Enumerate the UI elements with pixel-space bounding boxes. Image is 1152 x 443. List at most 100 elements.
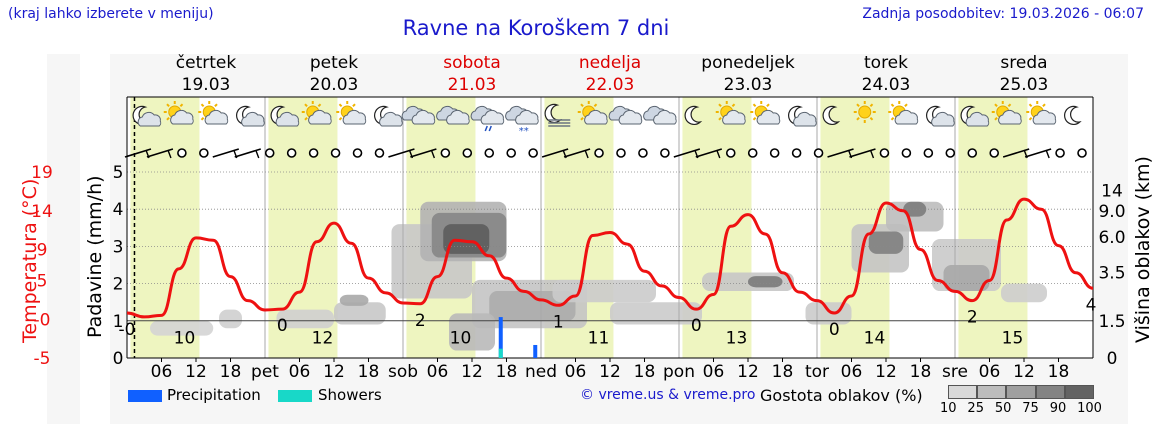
wind-barb-flag [255, 149, 260, 159]
moon-cloud-icon [132, 105, 162, 127]
cloud-shape [275, 111, 300, 127]
cloud-density-area [552, 279, 656, 303]
cloud-shape [308, 109, 332, 125]
day-date: 24.03 [862, 75, 911, 95]
day-abbr-label: sre [942, 362, 968, 382]
calm-wind-circle [660, 148, 670, 158]
sun-cloud-icon [715, 101, 746, 125]
cloud-density-area [1001, 283, 1047, 303]
sun-ray [200, 116, 205, 121]
calm-wind-circle [923, 148, 934, 158]
moon-icon [684, 105, 703, 126]
precip-tick-label: 0 [113, 349, 124, 369]
moon-cloud-icon [270, 105, 300, 127]
cloud-shape [480, 109, 505, 125]
cloud-density-area [903, 201, 927, 217]
temperature-value-label: 2 [415, 311, 426, 331]
sun-ray [214, 103, 218, 108]
calm-wind-circle [352, 148, 363, 158]
cloud-icon [401, 105, 436, 125]
sun-ray [856, 103, 860, 108]
day-name: sreda [1000, 53, 1047, 73]
sun-ray [580, 103, 584, 108]
cloud-height-tick-label: 1.5 [1098, 312, 1125, 332]
cloud-height-tick-label: 14 [1101, 182, 1123, 202]
moon-shape [822, 105, 841, 126]
calm-wind-circle [484, 148, 495, 158]
sun-ray [890, 116, 895, 121]
moon-shape [684, 105, 703, 126]
sun-cloud-icon [336, 101, 367, 125]
cloud-height-tick-label: 3.5 [1098, 263, 1125, 283]
wind-barb-flag [1045, 149, 1050, 159]
sun-ray [869, 103, 874, 108]
temperature-value-label: 11 [588, 328, 610, 348]
showers-bar [498, 348, 503, 358]
sun-cloud-icon [163, 101, 194, 125]
calm-wind-circle [286, 148, 297, 158]
precip-swatch [128, 390, 162, 402]
cloud-shape [204, 109, 229, 125]
moon-cloud-icon [926, 105, 955, 127]
temperature-value-label: 10 [174, 328, 196, 348]
cloud-shape [411, 109, 436, 125]
day-name: sobota [443, 53, 501, 73]
moon-shape [1064, 105, 1082, 126]
sun-ray [869, 116, 874, 121]
calm-wind-circle [747, 148, 758, 158]
daylight-band [958, 97, 1028, 358]
sun-ray [338, 116, 343, 121]
cloud-density-label: Gostota oblakov (%) [760, 386, 923, 405]
hour-tick-label: 18 [358, 362, 380, 382]
cloud-density-area [219, 309, 242, 329]
hour-tick-label: 12 [599, 362, 621, 382]
cloud-density-area [339, 294, 369, 306]
cloud-shape [756, 109, 781, 125]
precip-bar [533, 344, 538, 358]
cloud-shape [379, 111, 403, 127]
hour-tick-label: 06 [979, 362, 1001, 382]
calm-wind-circle [330, 148, 341, 158]
sun-cloud-icon [301, 101, 332, 125]
temperature-value-label: 4 [1086, 295, 1097, 315]
calm-wind-circle [813, 148, 824, 158]
hour-tick-label: 18 [220, 362, 242, 382]
sun-ray [593, 103, 598, 108]
calm-wind-circle [199, 148, 209, 158]
hour-tick-label: 12 [185, 362, 207, 382]
wind-barb-flag [584, 149, 589, 159]
left-panel-bg [47, 54, 80, 424]
cloud-density-area [150, 320, 214, 336]
cloud-shape [894, 109, 919, 125]
sun-ray [766, 103, 770, 108]
rain-drop [484, 125, 488, 132]
temperature-value-label: 0 [829, 320, 840, 340]
cloud-shape [446, 109, 470, 125]
sun-cloud-icon [991, 101, 1022, 125]
moon-icon [822, 105, 841, 126]
calm-wind-circle [264, 148, 275, 158]
sun-ray [1007, 103, 1012, 108]
sun-ray [317, 103, 322, 108]
hour-tick-label: 06 [427, 362, 449, 382]
wind-barb-flag [869, 149, 875, 159]
day-abbr-label: tor [805, 362, 829, 382]
sun-ray [731, 103, 736, 108]
cloud-density-area [334, 302, 386, 325]
sun-cloud-icon [198, 101, 229, 125]
cloud-density-area [748, 276, 783, 288]
cloud-shape [1032, 109, 1057, 125]
calm-wind-circle [374, 148, 385, 158]
precip-bar [498, 317, 503, 358]
temp-tick-label: 9 [37, 241, 48, 261]
copyright-link[interactable]: © vreme.us & vreme.pro [580, 387, 756, 403]
precip-tick-label: 4 [113, 200, 124, 220]
hour-tick-label: 12 [737, 362, 759, 382]
day-name: torek [864, 53, 908, 73]
sun-ray [1028, 116, 1033, 121]
temperature-value-label: 14 [864, 328, 886, 348]
calm-wind-circle [462, 148, 473, 158]
showers-legend-label: Showers [318, 386, 382, 404]
hour-tick-label: 18 [1048, 362, 1070, 382]
cloud-shape [170, 109, 194, 125]
